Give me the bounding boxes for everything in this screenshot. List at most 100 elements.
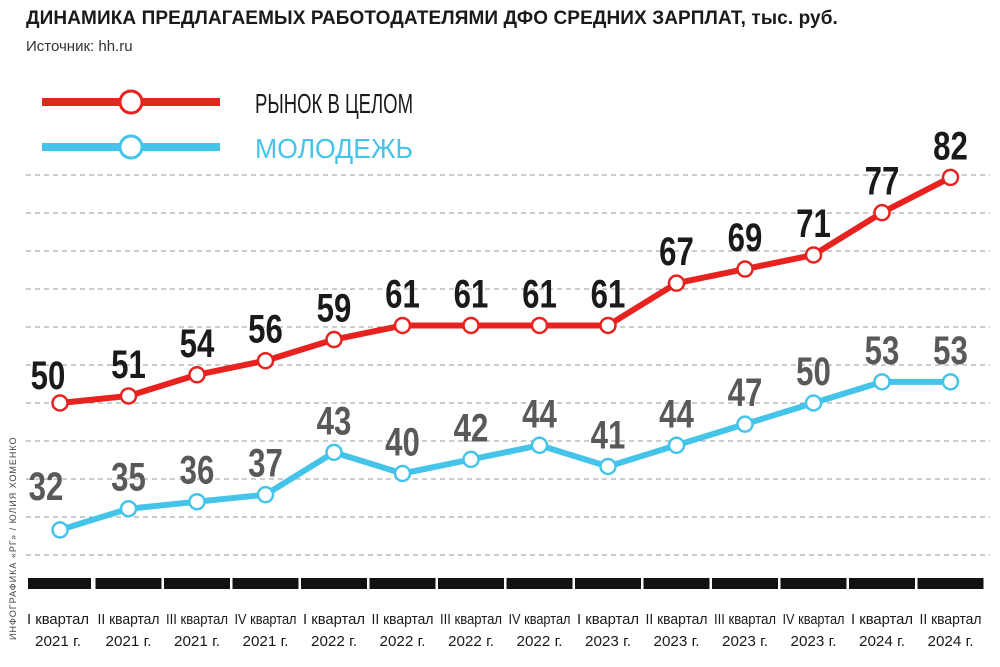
axis-segment — [643, 578, 710, 589]
point-market — [736, 260, 754, 278]
x-tick-label-year: 2021 г. — [243, 633, 289, 650]
data-label-market: 71 — [796, 201, 831, 246]
point-youth — [325, 443, 343, 462]
legend-label-market: РЫНОК В ЦЕЛОМ — [255, 88, 413, 119]
data-label-youth: 44 — [659, 392, 694, 437]
data-label-market: 61 — [591, 272, 626, 317]
x-tick-label-year: 2024 г. — [928, 633, 974, 650]
data-label-youth: 47 — [728, 370, 763, 415]
legend: РЫНОК В ЦЕЛОМ МОЛОДЕЖЬ — [42, 88, 413, 164]
data-points — [51, 168, 960, 539]
axis-segment — [369, 578, 436, 589]
x-tick-label-year: 2021 г. — [35, 633, 81, 650]
x-tick-label-year: 2024 г. — [859, 633, 905, 650]
axis-segment — [28, 578, 91, 589]
x-tick-label-year: 2023 г. — [654, 633, 700, 650]
axis-segment — [780, 578, 847, 589]
data-label-market: 69 — [728, 215, 763, 260]
x-tick-label-quarter: I квартал — [851, 611, 913, 628]
series-line-market — [59, 174, 952, 406]
point-market — [325, 330, 343, 349]
axis-segment — [232, 578, 299, 589]
point-market — [873, 203, 891, 222]
point-market — [256, 351, 275, 370]
point-youth — [256, 485, 275, 504]
point-market — [393, 316, 412, 335]
x-tick-label-year: 2023 г. — [585, 633, 631, 650]
x-tick-label-quarter: II квартал — [372, 611, 434, 628]
x-tick-label-quarter: II квартал — [98, 611, 160, 628]
data-labels: 50 51 54 56 59 61 61 61 61 67 69 71 77 82 32 35 36 37 43 40… — [29, 124, 968, 509]
data-label-market: 51 — [111, 342, 146, 387]
x-tick-label-quarter: I квартал — [27, 611, 89, 628]
x-tick-label-quarter: III квартал — [440, 611, 502, 628]
x-tick-label-year: 2023 г. — [722, 633, 768, 650]
point-youth — [462, 450, 480, 469]
point-youth — [599, 457, 617, 476]
axis-segment — [164, 578, 230, 589]
point-youth — [393, 464, 412, 483]
point-market — [188, 366, 206, 384]
point-youth — [188, 492, 206, 511]
chart-title: ДИНАМИКА ПРЕДЛАГАЕМЫХ РАБОТОДАТЕЛЯМИ ДФО… — [26, 8, 838, 29]
data-label-market: 50 — [31, 353, 66, 398]
point-youth — [119, 500, 138, 518]
data-label-market: 77 — [865, 159, 900, 204]
point-youth — [667, 436, 686, 455]
data-label-youth: 35 — [111, 455, 146, 500]
data-label-youth: 44 — [522, 392, 557, 437]
point-youth — [941, 373, 960, 391]
data-label-market: 59 — [317, 286, 352, 331]
data-label-market: 61 — [522, 272, 557, 317]
point-youth — [804, 394, 823, 412]
x-tick-label-year: 2021 г. — [174, 633, 220, 650]
data-label-youth: 32 — [29, 464, 64, 509]
data-label-market: 67 — [659, 229, 694, 274]
chart-source: Источник: hh.ru — [26, 38, 133, 55]
x-tick-label-year: 2022 г. — [448, 633, 494, 650]
x-tick-label-year: 2022 г. — [517, 633, 563, 650]
series-lines — [59, 174, 952, 533]
x-tick-label-quarter: III квартал — [714, 611, 776, 628]
data-label-market: 82 — [933, 124, 968, 169]
point-market — [119, 387, 138, 405]
axis-segment — [712, 578, 778, 589]
axis-segment — [917, 578, 984, 589]
data-label-market: 61 — [454, 272, 489, 317]
axis-segment — [506, 578, 573, 589]
point-youth — [51, 521, 69, 539]
point-youth — [873, 373, 891, 391]
legend-marker-youth — [118, 134, 144, 160]
legend-marker-market — [118, 89, 144, 115]
x-tick-label-quarter: II квартал — [646, 611, 708, 628]
x-tick-label-quarter: IV квартал — [235, 611, 297, 628]
data-label-market: 56 — [248, 307, 283, 352]
data-label-youth: 43 — [317, 399, 352, 444]
data-label-youth: 40 — [385, 420, 420, 465]
axis-segment — [301, 578, 367, 589]
x-tick-label-quarter: II квартал — [920, 611, 982, 628]
series-line-youth — [59, 378, 951, 533]
point-youth — [736, 415, 754, 433]
data-label-youth: 42 — [454, 406, 489, 451]
axis-segment — [849, 578, 915, 589]
point-market — [804, 246, 823, 264]
x-axis: I квартал 2021 г. II квартал 2021 г. III ква… — [27, 578, 984, 650]
x-tick-label-quarter: IV квартал — [509, 611, 571, 628]
x-tick-label-quarter: IV квартал — [783, 611, 845, 628]
point-market — [599, 316, 617, 335]
x-tick-label-quarter: I квартал — [577, 611, 639, 628]
x-tick-label-year: 2021 г. — [106, 633, 152, 650]
point-market — [462, 316, 480, 335]
point-market — [667, 274, 686, 292]
axis-segment — [438, 578, 504, 589]
data-label-youth: 37 — [248, 441, 283, 486]
data-label-youth: 36 — [180, 448, 215, 493]
x-tick-label-year: 2022 г. — [380, 633, 426, 650]
axis-segment — [575, 578, 641, 589]
point-market — [941, 168, 960, 187]
x-tick-label-quarter: I квартал — [303, 611, 365, 628]
data-label-youth: 53 — [933, 328, 968, 373]
x-tick-label-year: 2022 г. — [311, 633, 357, 650]
